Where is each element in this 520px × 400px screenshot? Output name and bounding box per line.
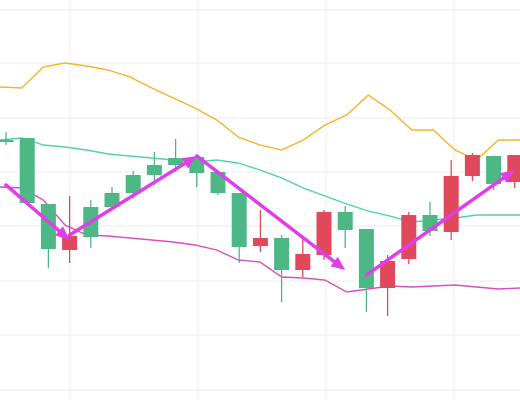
bollinger-bands xyxy=(0,62,520,293)
candle-body-22 xyxy=(443,176,459,232)
trend-arrows xyxy=(4,154,515,277)
trend-arrow-head-1 xyxy=(55,226,70,240)
candle-body-7 xyxy=(125,175,141,193)
trend-arrow-head-4 xyxy=(499,170,515,183)
trend-arrow-line-2 xyxy=(67,161,187,237)
candle-body-17 xyxy=(337,212,353,230)
candles xyxy=(0,132,520,316)
candle-body-12 xyxy=(231,193,247,247)
candle-body-6 xyxy=(104,193,120,207)
candle-body-1 xyxy=(0,140,14,142)
upper-band-line xyxy=(0,62,520,161)
middle-band-line xyxy=(0,137,520,223)
candle-body-24 xyxy=(486,156,502,184)
candle-body-19 xyxy=(380,261,396,288)
trend-arrow-head-3 xyxy=(330,256,346,270)
candle-body-14 xyxy=(274,238,290,270)
candle-body-3 xyxy=(40,204,56,249)
candle-body-23 xyxy=(464,155,480,176)
candle-body-2 xyxy=(19,138,35,203)
trend-arrow-head-2 xyxy=(181,156,197,169)
trend-arrow-line-3 xyxy=(195,154,336,264)
candle-body-20 xyxy=(401,215,417,259)
candle-body-4 xyxy=(62,236,78,250)
candle-body-15 xyxy=(295,254,311,270)
candle-body-9 xyxy=(168,158,184,165)
candle-body-16 xyxy=(316,212,332,255)
candle-body-13 xyxy=(252,238,268,246)
trend-arrow-line-1 xyxy=(4,183,61,233)
candle-body-18 xyxy=(358,229,374,288)
candle-body-8 xyxy=(146,165,162,175)
trend-arrow-line-4 xyxy=(364,176,506,277)
